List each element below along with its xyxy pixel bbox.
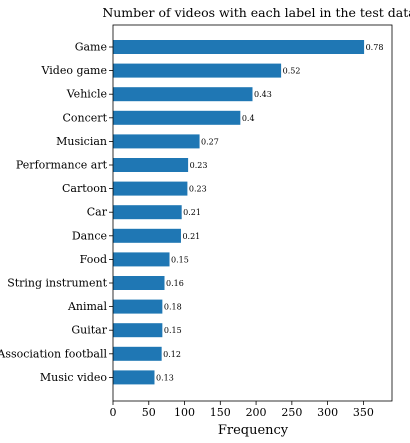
- y-tick-label: Dance: [72, 229, 107, 242]
- x-axis-label: Frequency: [218, 423, 289, 438]
- y-tick-label: Guitar: [71, 324, 107, 337]
- bar-value-label: 0.21: [183, 208, 201, 217]
- bar: [113, 63, 282, 78]
- y-tick-label: Car: [87, 206, 108, 219]
- bar-value-label: 0.23: [189, 185, 207, 194]
- x-tick-label: 50: [142, 406, 156, 419]
- bar: [113, 228, 181, 243]
- y-tick-label: Music video: [40, 371, 107, 384]
- bar-value-label: 0.15: [171, 255, 189, 264]
- bar: [113, 87, 253, 102]
- x-tick-label: 150: [210, 406, 231, 419]
- bar-value-label: 0.15: [164, 326, 182, 335]
- bar-value-label: 0.4: [242, 114, 255, 123]
- bar-value-label: 0.23: [190, 161, 208, 170]
- chart-title: Number of videos with each label in the …: [102, 5, 410, 20]
- bar: [113, 40, 365, 54]
- y-tick-label: Video game: [41, 64, 107, 77]
- bar-value-label: 0.78: [366, 43, 384, 52]
- y-tick-label: Food: [80, 253, 107, 266]
- x-tick-label: 0: [110, 406, 117, 419]
- bar: [113, 252, 170, 267]
- bar: [113, 205, 182, 220]
- bar-value-label: 0.13: [156, 373, 174, 382]
- y-tick-label: Vehicle: [66, 88, 107, 101]
- plot-area: Game 0.78 Video game 0.52 Vehicle 0.43 Concert…: [0, 24, 393, 419]
- bar-value-label: 0.21: [182, 232, 200, 241]
- x-tick-label: 300: [317, 406, 338, 419]
- bar-value-label: 0.52: [283, 67, 301, 76]
- y-tick-label: String instrument: [7, 277, 107, 290]
- bar: [113, 299, 163, 314]
- y-tick-label: Association football: [0, 347, 107, 360]
- x-tick-label: 250: [281, 406, 302, 419]
- plot-frame: [112, 24, 393, 402]
- y-tick-label: Performance art: [16, 159, 108, 172]
- y-tick-label: Cartoon: [62, 182, 107, 195]
- bar: [113, 323, 163, 338]
- y-tick-label: Concert: [63, 111, 108, 124]
- x-tick-label: 350: [353, 406, 374, 419]
- bar-value-label: 0.16: [166, 279, 184, 288]
- bar: [113, 134, 200, 149]
- bar-value-label: 0.43: [254, 90, 272, 99]
- y-tick-label: Animal: [67, 300, 108, 313]
- bar: [113, 110, 241, 125]
- x-tick-label: 100: [174, 406, 195, 419]
- y-tick-label: Game: [75, 41, 107, 54]
- bar: [113, 370, 155, 385]
- bar-value-label: 0.27: [201, 137, 219, 146]
- bar-value-label: 0.12: [163, 350, 181, 359]
- x-tick-label: 200: [246, 406, 267, 419]
- bar: [113, 346, 162, 361]
- bar: [113, 276, 165, 290]
- bar: [113, 158, 189, 172]
- bar: [113, 181, 188, 196]
- bar-value-label: 0.18: [164, 303, 182, 312]
- y-tick-label: Musician: [56, 135, 107, 148]
